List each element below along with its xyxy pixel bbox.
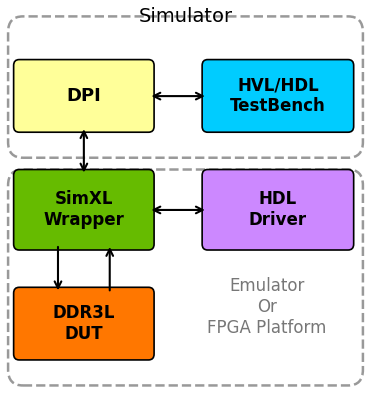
FancyBboxPatch shape [202,59,354,132]
Text: Emulator
Or
FPGA Platform: Emulator Or FPGA Platform [207,277,326,337]
FancyBboxPatch shape [14,59,154,132]
Text: DPI: DPI [66,87,101,105]
FancyBboxPatch shape [202,169,354,250]
Text: HVL/HDL
TestBench: HVL/HDL TestBench [230,76,326,115]
Text: Simulator: Simulator [138,7,233,26]
FancyBboxPatch shape [14,169,154,250]
Text: SimXL
Wrapper: SimXL Wrapper [43,190,124,229]
Text: HDL
Driver: HDL Driver [249,190,307,229]
FancyBboxPatch shape [14,287,154,360]
Text: DDR3L
DUT: DDR3L DUT [53,304,115,343]
